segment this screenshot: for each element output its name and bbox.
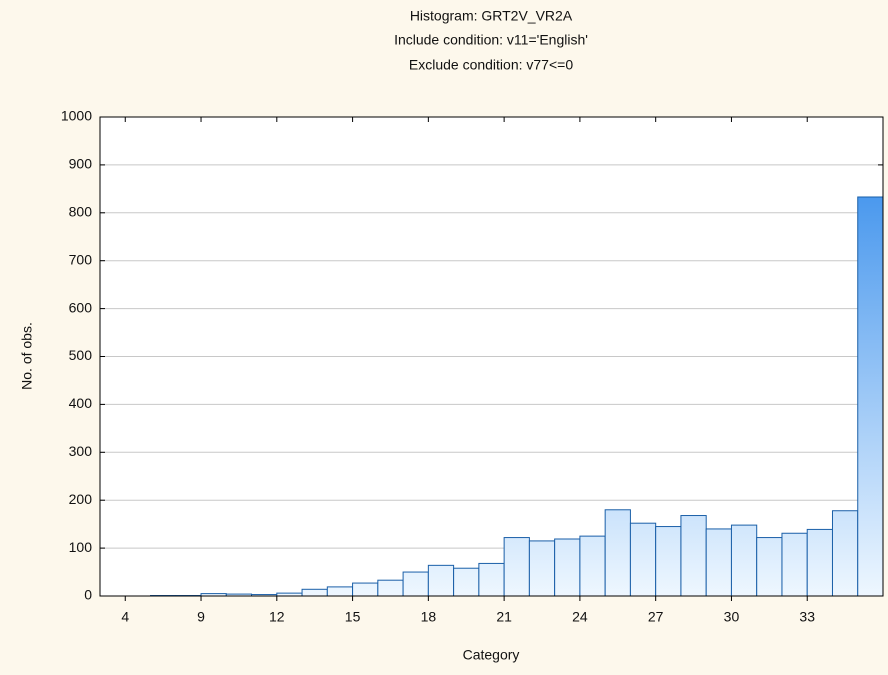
bar [705, 528, 732, 597]
y-axis-label: No. of obs. [19, 322, 35, 390]
x-tick-label: 15 [345, 609, 361, 625]
x-tick-label: 33 [799, 609, 815, 625]
bar [478, 562, 505, 597]
bar [629, 522, 657, 597]
bar [730, 524, 758, 597]
bar [301, 588, 328, 597]
x-tick-label: 27 [648, 609, 664, 625]
bar [604, 509, 631, 597]
bar [756, 537, 783, 597]
y-tick-label: 200 [69, 491, 93, 507]
bar [427, 564, 455, 597]
y-tick-label: 700 [69, 251, 93, 267]
y-tick-label: 300 [69, 443, 93, 459]
y-tick-label: 500 [69, 347, 93, 363]
x-tick-label: 9 [197, 609, 205, 625]
bar [655, 526, 682, 597]
bar [831, 510, 859, 597]
bar [680, 515, 707, 597]
x-tick-label: 4 [121, 609, 129, 625]
chart-title: Histogram: GRT2V_VR2A [410, 8, 573, 24]
y-tick-label: 600 [69, 299, 93, 315]
bar [352, 582, 379, 597]
bar [326, 586, 354, 597]
bar [528, 540, 556, 597]
bar [857, 196, 884, 597]
x-tick-label: 24 [572, 609, 588, 625]
x-tick-label: 18 [421, 609, 437, 625]
bar [377, 579, 404, 597]
x-tick-label: 30 [724, 609, 740, 625]
y-tick-label: 400 [69, 395, 93, 411]
bar [781, 532, 808, 597]
bar [453, 567, 480, 597]
bar [806, 528, 833, 597]
chart-subtitle: Exclude condition: v77<=0 [409, 57, 573, 73]
y-tick-label: 1000 [61, 108, 92, 124]
y-tick-label: 0 [84, 587, 92, 603]
y-tick-label: 100 [69, 539, 93, 555]
chart-subtitle: Include condition: v11='English' [394, 32, 588, 48]
x-axis-label: Category [463, 647, 520, 663]
x-tick-label: 12 [269, 609, 285, 625]
bar [402, 571, 429, 597]
y-tick-label: 800 [69, 204, 93, 220]
plot-frame [99, 116, 884, 597]
bar [579, 535, 606, 597]
bar [554, 538, 581, 597]
bar [503, 537, 530, 597]
x-tick-label: 21 [496, 609, 512, 625]
y-tick-label: 900 [69, 156, 93, 172]
